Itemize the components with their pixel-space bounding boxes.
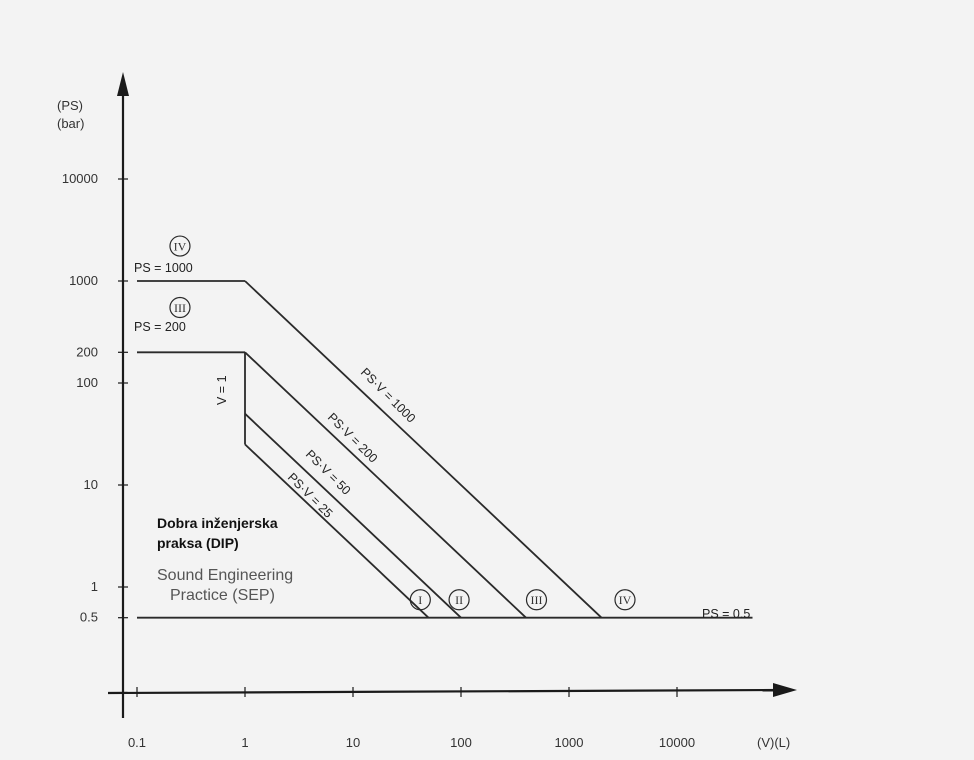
tick-labels: 0.5 1 10 100 200 1000 10000 0.1 1 10 100 1000 10000	[62, 171, 695, 750]
boundary-line	[244, 280, 603, 619]
boundary-line	[244, 351, 527, 619]
y-tick-label: 1000	[69, 273, 98, 288]
boundary-line	[244, 413, 462, 619]
y-axis-title-line2: (bar)	[57, 116, 84, 131]
x-tick-label: 1000	[555, 735, 584, 750]
x-axis-title: (V)(L)	[757, 735, 790, 750]
dip-label-line1: Dobra inženjerska	[157, 515, 278, 531]
label-v-1: V = 1	[215, 375, 229, 405]
x-tick-label: 1	[241, 735, 248, 750]
y-tick-label: 10	[84, 477, 98, 492]
x-tick-label: 100	[450, 735, 472, 750]
axes	[107, 72, 797, 718]
x-tick-label: 10	[346, 735, 360, 750]
category-marker-label: III	[530, 593, 542, 607]
category-marker-circle	[409, 589, 431, 611]
y-tick-label: 1	[91, 579, 98, 594]
y-tick-label: 200	[76, 344, 98, 359]
category-marker-label: IV	[619, 593, 632, 607]
boundary-lines	[137, 280, 753, 619]
x-tick-label: 0.1	[128, 735, 146, 750]
sep-label-line2: Practice (SEP)	[170, 587, 275, 604]
category-marker-label: III	[174, 301, 186, 315]
label-ps-200: PS = 200	[134, 320, 186, 334]
y-tick-label: 100	[76, 375, 98, 390]
category-marker-circle	[525, 589, 548, 611]
x-tick-label: 10000	[659, 735, 695, 750]
x-axis-arrow	[773, 683, 797, 697]
y-tick-label: 0.5	[80, 610, 98, 625]
x-axis-line	[107, 688, 781, 695]
label-ps-1000: PS = 1000	[134, 261, 193, 275]
y-axis-title-line1: (PS)	[57, 98, 83, 113]
dip-label-line2: praksa (DIP)	[157, 535, 239, 551]
y-tick-label: 10000	[62, 171, 98, 186]
category-marker-label: II	[455, 593, 463, 607]
category-marker-circle	[169, 235, 191, 257]
sep-label-line1: Sound Engineering	[157, 567, 293, 584]
boundary-line	[244, 443, 430, 619]
label-psv-200: PS·V = 200	[325, 410, 380, 465]
category-marker-label: I	[418, 593, 422, 607]
category-marker-circle	[614, 589, 636, 611]
y-axis-arrow	[117, 72, 129, 96]
category-marker-circle	[169, 296, 191, 319]
category-marker-label: IV	[174, 240, 187, 254]
category-marker-circle	[448, 589, 470, 611]
label-ps-0-5: PS = 0.5	[702, 607, 750, 621]
